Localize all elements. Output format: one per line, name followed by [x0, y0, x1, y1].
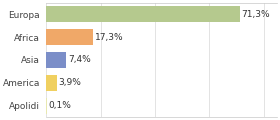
- Text: 7,4%: 7,4%: [68, 55, 91, 64]
- Bar: [46, 6, 240, 22]
- Text: 0,1%: 0,1%: [48, 101, 71, 110]
- Text: 17,3%: 17,3%: [95, 33, 124, 42]
- Bar: [46, 29, 94, 45]
- Text: 3,9%: 3,9%: [59, 78, 81, 87]
- Bar: [46, 52, 66, 68]
- Text: 71,3%: 71,3%: [242, 10, 270, 19]
- Bar: [46, 75, 57, 91]
